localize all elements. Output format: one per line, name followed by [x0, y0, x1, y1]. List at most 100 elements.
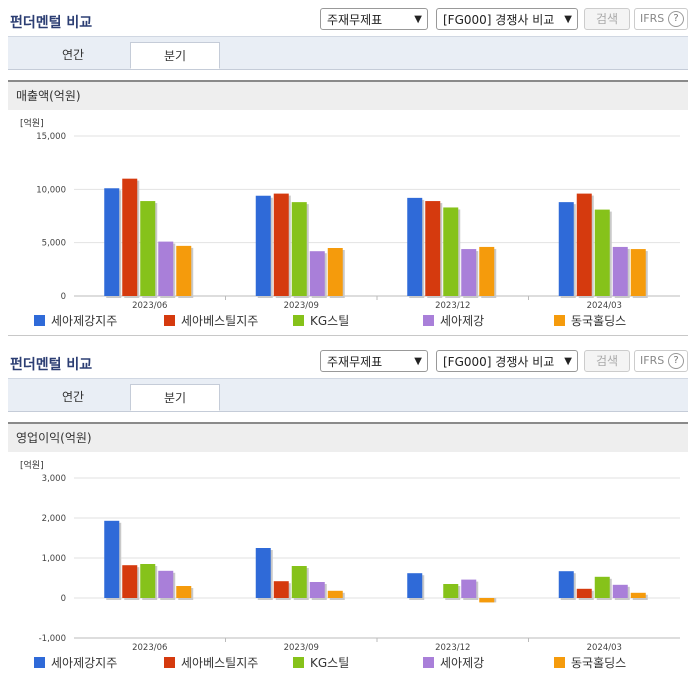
bar-5[interactable] [176, 245, 192, 296]
y-tick-label: 3,000 [42, 474, 66, 484]
tab-quarterly[interactable]: 분기 [130, 42, 220, 69]
legend-swatch [423, 315, 434, 326]
legend-item[interactable]: 세아베스틸지주 [164, 655, 258, 671]
bar-2[interactable] [425, 201, 441, 296]
bar-1[interactable] [558, 571, 574, 598]
legend-swatch [34, 657, 45, 668]
x-tick-label: 2023/09 [284, 301, 319, 311]
x-tick-label: 2024/03 [587, 301, 622, 311]
legend-item[interactable]: 세아베스틸지주 [164, 313, 258, 329]
bar-1[interactable] [407, 197, 423, 296]
bar-5[interactable] [327, 590, 343, 598]
bar-2[interactable] [273, 581, 289, 598]
help-icon[interactable]: ? [668, 353, 684, 369]
operating-profit-chart: [억원] 3,000 2,000 1,000 0 -1,000 2023/06 2023/09… [20, 459, 680, 653]
bar-5[interactable] [327, 248, 343, 296]
period-tabs: 연간 분기 [8, 378, 688, 412]
bar-4[interactable] [158, 570, 174, 598]
legend-swatch [554, 657, 565, 668]
statement-select-value: 주재무제표 [327, 355, 383, 369]
bar-3[interactable] [443, 584, 459, 598]
bar-4[interactable] [158, 241, 174, 296]
bar-3[interactable] [594, 209, 610, 296]
bar-5[interactable] [630, 592, 646, 598]
bar-4[interactable] [309, 582, 325, 598]
group-select[interactable]: [FG000] 경쟁사 비교 ▼ [436, 8, 578, 30]
panel-title: 펀더멘털 비교 [10, 357, 93, 373]
period-tabs: 연간 분기 [8, 36, 688, 70]
y-tick-label: 15,000 [36, 132, 66, 142]
bar-4[interactable] [309, 251, 325, 296]
chevron-down-icon: ▼ [564, 14, 572, 25]
search-button[interactable]: 검색 [584, 350, 630, 372]
bar-1[interactable] [558, 202, 574, 296]
bar-2[interactable] [122, 565, 138, 598]
search-button[interactable]: 검색 [584, 8, 630, 30]
help-icon[interactable]: ? [668, 11, 684, 27]
y-unit-label: [억원] [20, 117, 44, 129]
y-unit-label: [억원] [20, 459, 44, 471]
bar-2[interactable] [576, 193, 592, 296]
bar-3[interactable] [594, 576, 610, 598]
bar-3[interactable] [140, 564, 156, 598]
bar-4[interactable] [612, 584, 628, 598]
legend-item[interactable]: KG스틸 [293, 655, 349, 671]
legend-label: 세아제강지주 [51, 656, 118, 670]
bar-1[interactable] [255, 195, 271, 296]
legend-label: 동국홀딩스 [571, 656, 627, 670]
legend-item[interactable]: 세아제강 [423, 313, 484, 329]
legend-swatch [293, 657, 304, 668]
group-select-value: [FG000] 경쟁사 비교 [443, 355, 555, 369]
bar-3[interactable] [443, 207, 459, 296]
revenue-chart: [억원] 15,000 10,000 5,000 0 2023/06 2023/09 2023… [20, 117, 680, 311]
y-tick-label: 0 [61, 594, 66, 604]
legend-item[interactable]: 동국홀딩스 [554, 313, 626, 329]
legend-swatch [423, 657, 434, 668]
tab-quarterly[interactable]: 분기 [130, 384, 220, 411]
chevron-down-icon: ▼ [564, 356, 572, 367]
bar-1[interactable] [255, 548, 271, 598]
bar-3[interactable] [291, 566, 307, 598]
bar-2[interactable] [273, 193, 289, 296]
statement-select[interactable]: 주재무제표 ▼ [320, 350, 428, 372]
legend-item[interactable]: 세아제강 [423, 655, 484, 671]
ifrs-info[interactable]: IFRS? [634, 350, 688, 372]
legend-label: 동국홀딩스 [571, 314, 627, 328]
legend-item[interactable]: 세아제강지주 [34, 313, 117, 329]
tab-annual[interactable]: 연간 [61, 48, 85, 62]
bar-5[interactable] [630, 249, 646, 296]
legend-item[interactable]: 동국홀딩스 [554, 655, 626, 671]
panel-header: 펀더멘털 비교 주재무제표 ▼ [FG000] 경쟁사 비교 ▼ 검색 IFRS? [0, 0, 696, 36]
legend-label: 세아베스틸지주 [181, 656, 259, 670]
y-tick-label: -1,000 [39, 634, 66, 644]
ifrs-label: IFRS [640, 354, 665, 367]
y-tick-label: 0 [61, 292, 66, 302]
statement-select[interactable]: 주재무제표 ▼ [320, 8, 428, 30]
bar-3[interactable] [291, 202, 307, 296]
tab-annual[interactable]: 연간 [61, 390, 85, 404]
bar-3[interactable] [140, 201, 156, 296]
bar-5[interactable] [479, 598, 495, 603]
bar-5[interactable] [479, 246, 495, 296]
bar-1[interactable] [104, 188, 120, 296]
bar-1[interactable] [407, 573, 423, 598]
panel-title: 펀더멘털 비교 [10, 15, 93, 31]
bar-1[interactable] [104, 520, 120, 598]
bar-4[interactable] [461, 249, 477, 296]
x-tick-label: 2024/03 [587, 643, 622, 653]
bar-4[interactable] [461, 579, 477, 598]
section-title: 영업이익(억원) [8, 422, 688, 452]
legend-label: 세아베스틸지주 [181, 314, 259, 328]
bar-2[interactable] [576, 588, 592, 598]
bar-5[interactable] [176, 586, 192, 598]
fundamental-panel-revenue: 펀더멘털 비교 주재무제표 ▼ [FG000] 경쟁사 비교 ▼ 검색 IFRS? … [0, 0, 696, 336]
ifrs-info[interactable]: IFRS? [634, 8, 688, 30]
bar-4[interactable] [612, 246, 628, 296]
legend-item[interactable]: 세아제강지주 [34, 655, 117, 671]
legend-label: 세아제강 [440, 656, 485, 670]
legend-item[interactable]: KG스틸 [293, 313, 349, 329]
group-select[interactable]: [FG000] 경쟁사 비교 ▼ [436, 350, 578, 372]
bar-2[interactable] [122, 178, 138, 296]
y-tick-label: 1,000 [42, 554, 66, 564]
chart-legend: 세아제강지주 세아베스틸지주 KG스틸 세아제강 동국홀딩스 [0, 655, 696, 673]
